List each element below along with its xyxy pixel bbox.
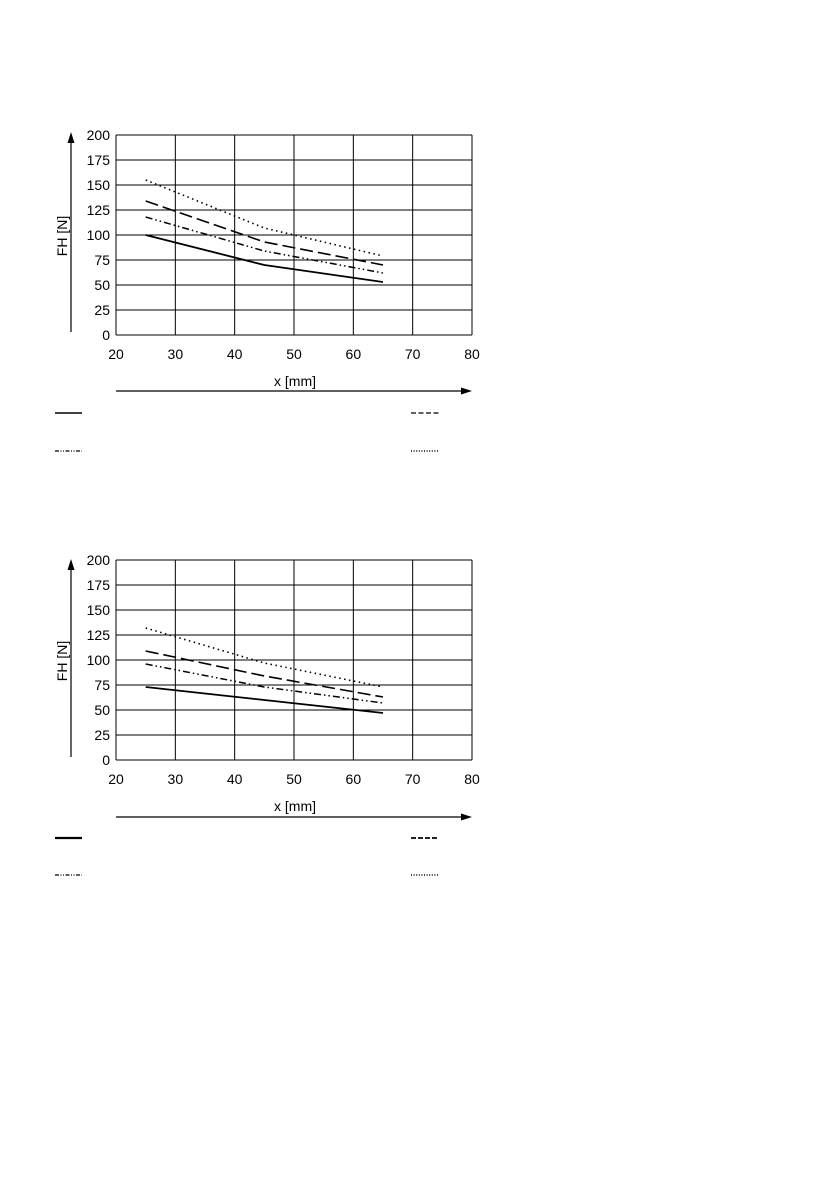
chart-1-y-axis-title: FH [N] (54, 216, 70, 256)
chart-2-y-tick-label: 50 (94, 702, 110, 718)
chart-1-y-ticks: 0 25 50 75 100 125 150 175 200 (87, 127, 111, 343)
chart-2-series-solid (145, 686, 384, 714)
chart-2-y-arrowhead (67, 559, 75, 570)
chart-1-x-tick-label: 30 (168, 346, 184, 362)
chart-1-x-tick-label: 40 (227, 346, 243, 362)
chart-1-x-axis-title: x [mm] (274, 373, 316, 389)
chart-2-y-tick-label: 175 (87, 577, 111, 593)
chart-1-grid (115, 134, 473, 336)
chart-2: 0 25 50 75 100 125 150 175 200 20 30 40 50 60 70 80 FH… (54, 552, 480, 876)
chart-2-x-tick-label: 40 (227, 771, 243, 787)
chart-2-grid (115, 559, 473, 761)
chart-2-x-tick-label: 60 (346, 771, 362, 787)
chart-2-y-tick-label: 125 (87, 627, 111, 643)
chart-1-x-tick-label: 70 (405, 346, 421, 362)
chart-2-legend (55, 836, 439, 876)
chart-2-series-dashed (145, 650, 384, 698)
chart-1-y-tick-label: 50 (94, 277, 110, 293)
chart-1-y-tick-label: 175 (87, 152, 111, 168)
chart-1-x-tick-label: 50 (286, 346, 302, 362)
chart-2-series-dotted (145, 627, 384, 688)
chart-1-series (145, 179, 384, 283)
chart-1-x-tick-label: 80 (464, 346, 480, 362)
chart-2-x-arrowhead (461, 813, 472, 821)
chart-1-y-tick-label: 25 (94, 302, 110, 318)
chart-2-y-tick-label: 75 (94, 677, 110, 693)
chart-1-y-arrowhead (67, 132, 75, 143)
chart-1-y-tick-label: 150 (87, 177, 111, 193)
chart-1-x-arrowhead (461, 387, 472, 395)
chart-1-y-tick-label: 100 (87, 227, 111, 243)
chart-2-x-axis-title: x [mm] (274, 798, 316, 814)
chart-2-x-tick-label: 70 (405, 771, 421, 787)
chart-1-x-tick-label: 20 (108, 346, 124, 362)
chart-2-x-ticks: 20 30 40 50 60 70 80 (108, 771, 480, 787)
chart-2-series-dash-dot (145, 663, 384, 704)
chart-1-y-tick-label: 0 (102, 327, 110, 343)
chart-2-y-axis-title: FH [N] (54, 641, 70, 681)
chart-1-y-tick-label: 75 (94, 252, 110, 268)
chart-2-x-tick-label: 80 (464, 771, 480, 787)
chart-2-x-tick-label: 20 (108, 771, 124, 787)
chart-2-y-ticks: 0 25 50 75 100 125 150 175 200 (87, 552, 111, 768)
chart-1: 0 25 50 75 100 125 150 175 200 20 30 40 50 60 70 80 FH… (54, 127, 480, 452)
chart-1-y-tick-label: 200 (87, 127, 111, 143)
chart-2-x-tick-label: 50 (286, 771, 302, 787)
chart-1-legend (55, 412, 439, 452)
chart-1-x-tick-label: 60 (346, 346, 362, 362)
chart-2-y-tick-label: 25 (94, 727, 110, 743)
chart-2-x-tick-label: 30 (168, 771, 184, 787)
chart-1-y-tick-label: 125 (87, 202, 111, 218)
chart-2-y-tick-label: 0 (102, 752, 110, 768)
chart-2-y-tick-label: 100 (87, 652, 111, 668)
chart-2-y-tick-label: 200 (87, 552, 111, 568)
chart-2-series (145, 627, 384, 714)
chart-1-series-solid (145, 234, 384, 283)
chart-1-series-dashed (145, 200, 384, 266)
chart-1-series-dash-dot (145, 216, 384, 274)
chart-1-x-ticks: 20 30 40 50 60 70 80 (108, 346, 480, 362)
chart-2-y-tick-label: 150 (87, 602, 111, 618)
